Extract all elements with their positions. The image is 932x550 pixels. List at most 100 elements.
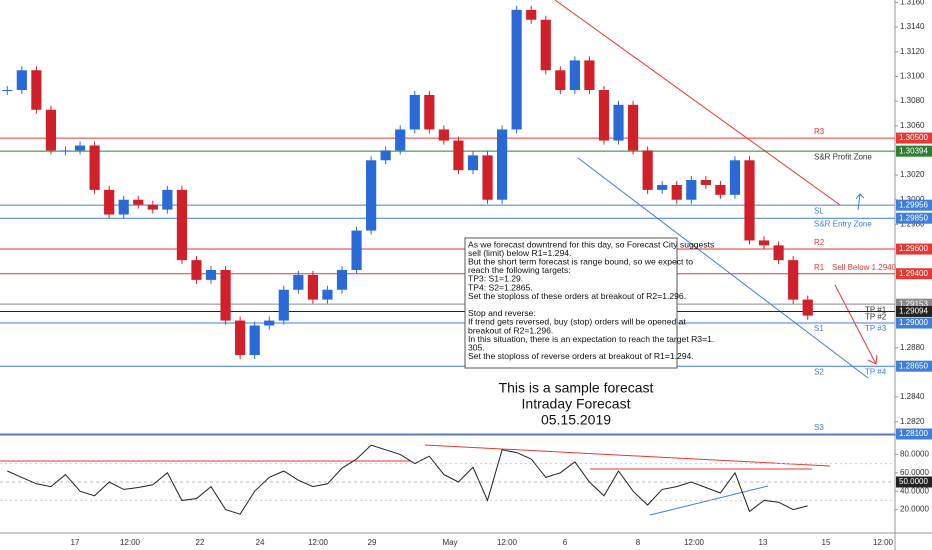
- note-text: Stop and reverse:: [468, 308, 536, 318]
- candle: [16, 70, 27, 91]
- candle: [788, 260, 799, 300]
- level-box: [896, 243, 932, 255]
- candle: [627, 104, 639, 151]
- level-tag: S2: [814, 367, 824, 376]
- y-tick-label: 1.3120: [900, 47, 925, 56]
- y-tick-label: 1.3080: [900, 96, 925, 105]
- candle: [31, 70, 42, 110]
- x-tick-label: 15: [822, 538, 831, 547]
- level-label: 1.29600: [899, 244, 928, 253]
- x-tick-label: 12:00: [873, 538, 894, 547]
- y-tick-label: 1.2820: [900, 417, 925, 426]
- candle: [555, 70, 566, 91]
- rsi-marker-box: [896, 476, 932, 488]
- candle: [2, 90, 13, 92]
- candle: [700, 180, 711, 185]
- x-tick-label: 29: [368, 538, 377, 547]
- candle: [336, 270, 348, 290]
- level-tag: S&R Entry Zone: [814, 219, 872, 228]
- x-tick-label: 17: [71, 538, 80, 547]
- note-text: TP4: S2=1.2865.: [468, 282, 533, 292]
- candle: [89, 145, 100, 190]
- rsi-tick-label: 60.0000: [900, 468, 929, 477]
- note-text: TP3: S1=1.29.: [468, 274, 523, 284]
- y-tick-label: 1.3100: [900, 72, 925, 81]
- candle: [278, 289, 289, 321]
- note-text: breakout of R2=1.296.: [468, 325, 553, 335]
- note-text: reach the following targets:: [468, 265, 571, 275]
- candle: [671, 184, 682, 200]
- x-tick-label: May: [442, 538, 457, 547]
- level-tag: Sell Below 1.2940: [832, 263, 897, 272]
- level-box: [896, 360, 932, 372]
- rsi-tick-label: 80.0000: [900, 450, 929, 459]
- candle: [729, 160, 741, 195]
- level-label: 1.30394: [899, 146, 928, 155]
- candle: [744, 160, 755, 241]
- candle: [191, 260, 202, 280]
- candle: [584, 60, 595, 91]
- rsi-tick-label: 40.0000: [900, 486, 929, 495]
- note-text: 305.: [468, 342, 485, 352]
- level-box: [896, 199, 932, 211]
- candle: [540, 19, 551, 71]
- y-tick-label: 1.2880: [900, 343, 925, 352]
- level-label: 1.29850: [899, 213, 928, 222]
- trendline: [424, 444, 831, 467]
- arrow: [834, 284, 878, 365]
- level-box: [896, 212, 932, 224]
- level-box: [896, 428, 932, 440]
- candle: [220, 270, 231, 321]
- level-tag: R1: [814, 263, 825, 272]
- candle: [133, 199, 144, 205]
- forecast-text: This is a sample forecast: [499, 380, 654, 396]
- level-box: [896, 145, 932, 157]
- candle: [366, 160, 377, 231]
- candle: [657, 184, 668, 190]
- candle: [642, 150, 653, 190]
- forecast-text: 05.15.2019: [541, 412, 611, 428]
- x-tick-label: 12:00: [497, 538, 518, 547]
- candle: [453, 140, 464, 171]
- arrow: [855, 193, 865, 211]
- note-text: But the short term forecast is range bou…: [468, 256, 693, 266]
- candle: [613, 104, 624, 141]
- level-tag: SL: [814, 206, 824, 215]
- candle: [249, 325, 260, 356]
- note-text: In this situation, there is an expectati…: [468, 334, 714, 344]
- level-tag: TP #4: [865, 367, 887, 376]
- candle: [147, 204, 158, 210]
- y-tick-label: 1.3160: [900, 0, 925, 7]
- candle: [380, 150, 391, 161]
- level-box: [896, 268, 932, 280]
- candle: [686, 180, 697, 200]
- note-text: If trend gets reversed, buy (stop) order…: [468, 317, 686, 327]
- candle: [307, 274, 318, 300]
- candle: [511, 9, 522, 130]
- candle: [45, 109, 57, 151]
- candle: [758, 240, 770, 246]
- x-tick-label: 13: [759, 538, 768, 547]
- level-box: [896, 132, 932, 144]
- level-label: 1.29094: [899, 307, 928, 316]
- candle: [424, 94, 435, 130]
- rsi-marker-label: 50.0000: [899, 477, 928, 486]
- note-box: [464, 237, 678, 369]
- rsi-line: [7, 444, 808, 515]
- level-label: 1.29400: [899, 269, 928, 278]
- x-tick-label: 12:00: [308, 538, 329, 547]
- level-label: 1.30500: [899, 133, 928, 142]
- note-text: Set the stoploss of reverse orders at br…: [468, 351, 694, 361]
- note-text: sell (limit) below R1=1.294.: [468, 248, 571, 258]
- level-tag: TP #1: [865, 305, 887, 314]
- level-label: 1.28650: [899, 361, 928, 370]
- y-tick-label: 1.3020: [900, 170, 925, 179]
- note-text: Set the stoploss of these orders at brea…: [468, 291, 686, 301]
- x-tick-label: 24: [256, 538, 265, 547]
- x-tick-label: 6: [563, 538, 568, 547]
- trendline: [554, 0, 841, 206]
- candle: [598, 90, 610, 141]
- candle: [104, 189, 115, 215]
- candle: [482, 155, 493, 200]
